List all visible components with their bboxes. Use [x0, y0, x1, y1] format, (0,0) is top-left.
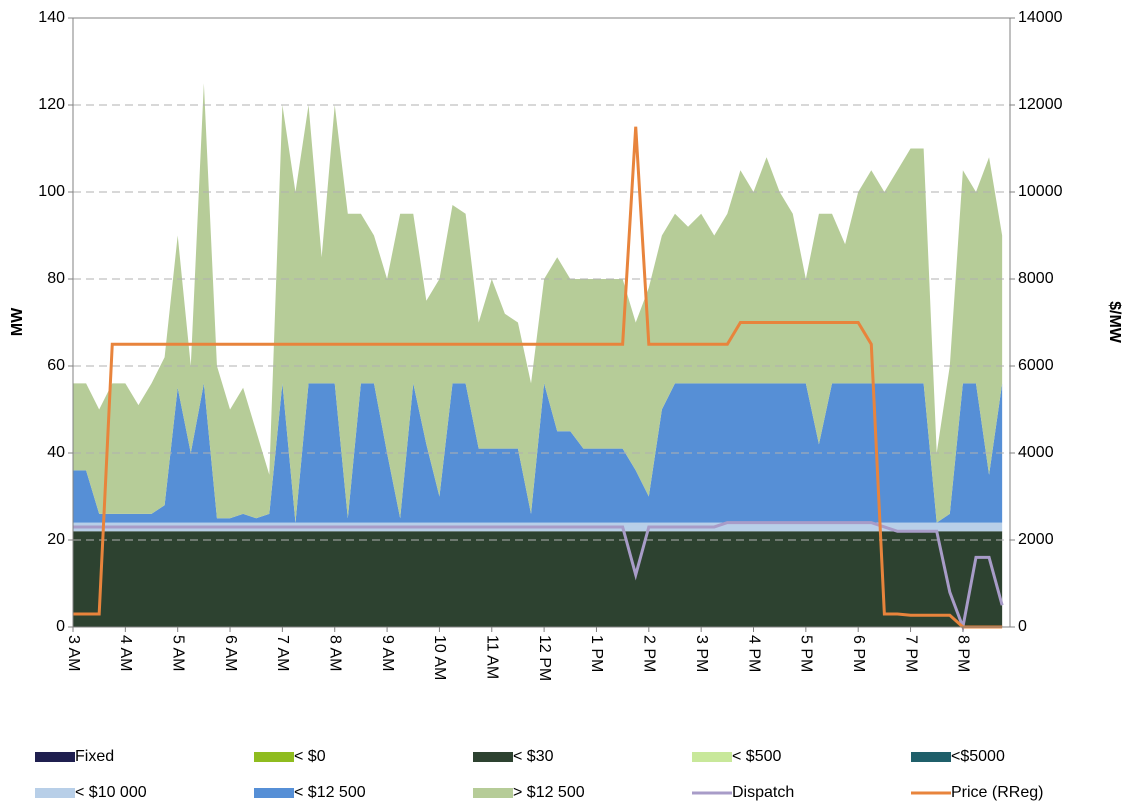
legend-label: < $0	[294, 748, 326, 765]
y-tick-label: 80	[47, 270, 65, 287]
legend-label: Price (RReg)	[951, 784, 1043, 801]
lines	[73, 126, 1004, 633]
legend-label: Dispatch	[732, 784, 794, 801]
y2-tick-label: 6000	[1018, 357, 1054, 374]
y2-tick-label: 8000	[1018, 270, 1054, 287]
x-tick-label: 3 PM	[693, 635, 710, 672]
x-tick-label: 5 AM	[169, 635, 186, 671]
x-tick-label: 2 PM	[641, 635, 658, 672]
y-tick-label: 40	[47, 444, 65, 461]
y2-tick-label: 4000	[1018, 444, 1054, 461]
legend-swatch	[692, 752, 732, 762]
x-tick-label: 6 PM	[850, 635, 867, 672]
y-tick-label: 140	[38, 9, 65, 26]
legend-label: > $12 500	[513, 784, 585, 801]
legend-label: < $30	[513, 748, 554, 765]
legend-label: < $10 000	[75, 784, 147, 801]
x-tick-label: 8 AM	[326, 635, 343, 671]
legend-swatch	[35, 788, 75, 798]
x-tick-label: 7 AM	[274, 635, 291, 671]
y2-axis-label: $/MW	[1106, 301, 1123, 344]
y2-tick-label: 10000	[1018, 183, 1063, 200]
legend-swatch	[473, 752, 513, 762]
legend-swatch	[911, 752, 951, 762]
y-tick-label: 100	[38, 183, 65, 200]
legend-swatch	[35, 752, 75, 762]
x-tick-label: 10 AM	[431, 635, 448, 680]
area	[73, 531, 1003, 627]
x-tick-label: 9 AM	[379, 635, 396, 671]
x-tick-label: 12 PM	[536, 635, 553, 681]
x-tick-label: 5 PM	[798, 635, 815, 672]
x-tick-label: 11 AM	[484, 635, 501, 679]
y2-tick-label: 12000	[1018, 96, 1063, 113]
line	[73, 521, 1004, 633]
legend-label: Fixed	[75, 748, 114, 765]
areas	[73, 83, 1003, 627]
area	[73, 383, 1003, 523]
legend-label: < $12 500	[294, 784, 366, 801]
y-tick-label: 0	[56, 618, 65, 635]
x-tick-label: 6 AM	[222, 635, 239, 671]
x-tick-label: 4 PM	[745, 635, 762, 672]
plot-frame	[72, 17, 1011, 628]
legend-swatch	[254, 752, 294, 762]
x-tick-label: 7 PM	[902, 635, 919, 672]
y-tick-label: 120	[38, 96, 65, 113]
legend-swatch	[254, 788, 294, 798]
y-tick-label: 60	[47, 357, 65, 374]
y-tick-label: 20	[47, 531, 65, 548]
legend-swatch	[473, 788, 513, 798]
legend-label: <$5000	[951, 748, 1005, 765]
x-tick-label: 4 AM	[117, 635, 134, 671]
y2-tick-label: 14000	[1018, 9, 1063, 26]
area	[73, 83, 1003, 523]
x-tick-label: 1 PM	[588, 635, 605, 672]
y2-tick-label: 2000	[1018, 531, 1054, 548]
line	[73, 126, 1003, 629]
x-tick-label: 3 AM	[65, 635, 82, 671]
x-tick-label: 8 PM	[955, 635, 972, 672]
y-axis-label: MW	[9, 307, 26, 336]
y2-tick-label: 0	[1018, 618, 1027, 635]
legend-label: < $500	[732, 748, 781, 765]
